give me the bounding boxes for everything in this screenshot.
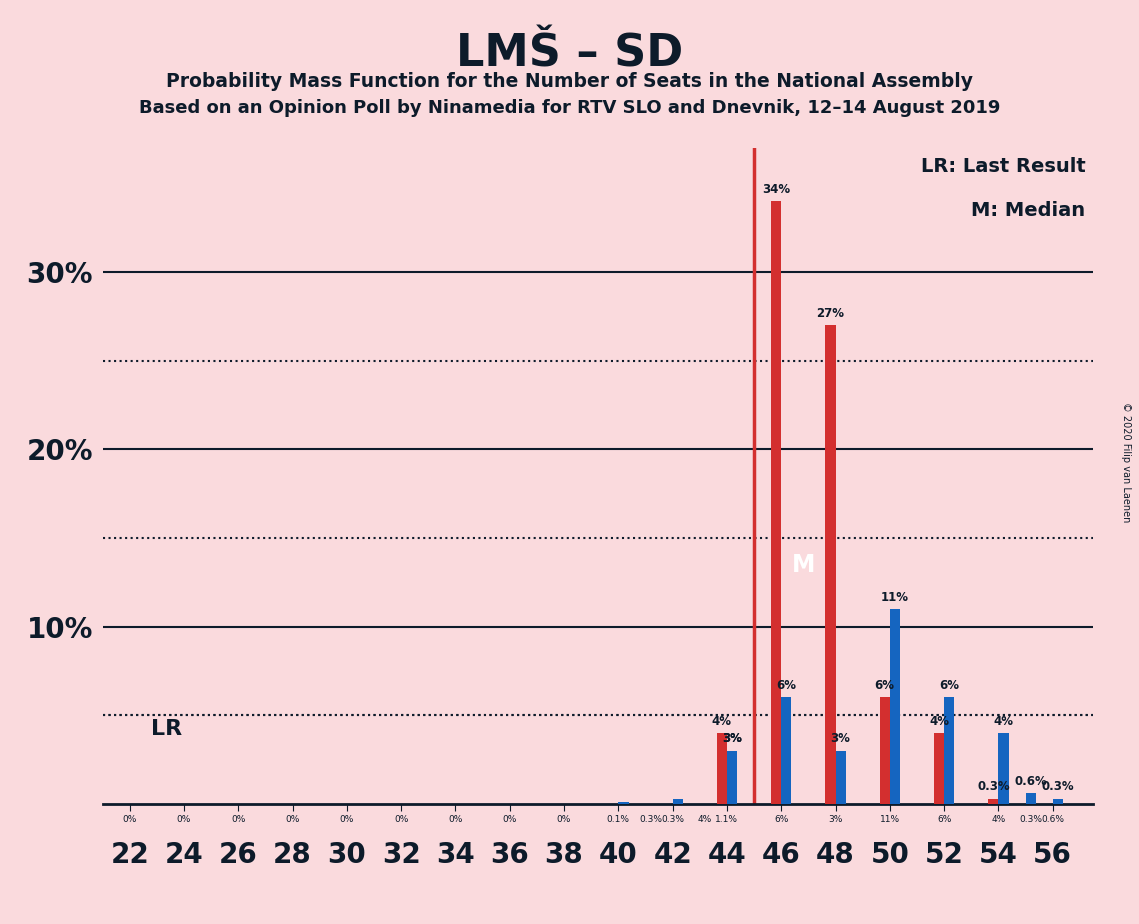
- Text: 0%: 0%: [557, 815, 572, 823]
- Bar: [781, 698, 792, 804]
- Bar: [999, 733, 1009, 804]
- Text: 6%: 6%: [937, 815, 951, 823]
- Text: 0%: 0%: [394, 815, 409, 823]
- Bar: [1052, 798, 1063, 804]
- Text: 6%: 6%: [775, 815, 788, 823]
- Text: 0%: 0%: [286, 815, 300, 823]
- Text: LR: LR: [151, 719, 182, 739]
- Text: 3%: 3%: [722, 733, 741, 746]
- Bar: [716, 733, 727, 804]
- Text: 0%: 0%: [449, 815, 462, 823]
- Text: 0.3%: 0.3%: [1019, 815, 1042, 823]
- Bar: [879, 698, 890, 804]
- Text: M: M: [792, 553, 816, 577]
- Text: Based on an Opinion Poll by Ninamedia for RTV SLO and Dnevnik, 12–14 August 2019: Based on an Opinion Poll by Ninamedia fo…: [139, 99, 1000, 116]
- Bar: [727, 750, 737, 804]
- Text: 0.3%: 0.3%: [977, 780, 1009, 793]
- Text: 4%: 4%: [993, 714, 1014, 727]
- Text: 0.3%: 0.3%: [661, 815, 685, 823]
- Text: 0%: 0%: [339, 815, 354, 823]
- Text: 0.3%: 0.3%: [1041, 780, 1074, 793]
- Text: Probability Mass Function for the Number of Seats in the National Assembly: Probability Mass Function for the Number…: [166, 72, 973, 91]
- Text: 4%: 4%: [712, 714, 732, 727]
- Bar: [890, 609, 900, 804]
- Text: M: Median: M: Median: [972, 201, 1085, 220]
- Text: 0.1%: 0.1%: [607, 815, 630, 823]
- Bar: [618, 802, 629, 804]
- Text: 0%: 0%: [502, 815, 517, 823]
- Bar: [771, 201, 781, 804]
- Text: 27%: 27%: [817, 307, 844, 320]
- Bar: [944, 698, 954, 804]
- Text: 0%: 0%: [231, 815, 245, 823]
- Text: 3%: 3%: [722, 733, 741, 746]
- Text: 0%: 0%: [177, 815, 191, 823]
- Bar: [836, 750, 845, 804]
- Text: 1.1%: 1.1%: [715, 815, 738, 823]
- Text: 4%: 4%: [929, 714, 949, 727]
- Text: 4%: 4%: [991, 815, 1006, 823]
- Text: 0.6%: 0.6%: [1041, 815, 1064, 823]
- Text: 0.6%: 0.6%: [1015, 775, 1047, 788]
- Bar: [826, 325, 836, 804]
- Text: 34%: 34%: [762, 183, 790, 196]
- Text: 11%: 11%: [879, 815, 900, 823]
- Bar: [673, 798, 682, 804]
- Text: 6%: 6%: [875, 679, 895, 692]
- Bar: [1025, 793, 1035, 804]
- Text: LR: Last Result: LR: Last Result: [920, 157, 1085, 176]
- Bar: [989, 798, 999, 804]
- Text: 11%: 11%: [880, 590, 909, 603]
- Text: 4%: 4%: [698, 815, 712, 823]
- Text: 3%: 3%: [828, 815, 843, 823]
- Text: LMŠ – SD: LMŠ – SD: [456, 32, 683, 76]
- Text: 6%: 6%: [777, 679, 796, 692]
- Text: © 2020 Filip van Laenen: © 2020 Filip van Laenen: [1122, 402, 1131, 522]
- Text: 6%: 6%: [940, 679, 959, 692]
- Text: 0%: 0%: [123, 815, 137, 823]
- Bar: [934, 733, 944, 804]
- Text: 0.3%: 0.3%: [639, 815, 662, 823]
- Text: 3%: 3%: [830, 733, 851, 746]
